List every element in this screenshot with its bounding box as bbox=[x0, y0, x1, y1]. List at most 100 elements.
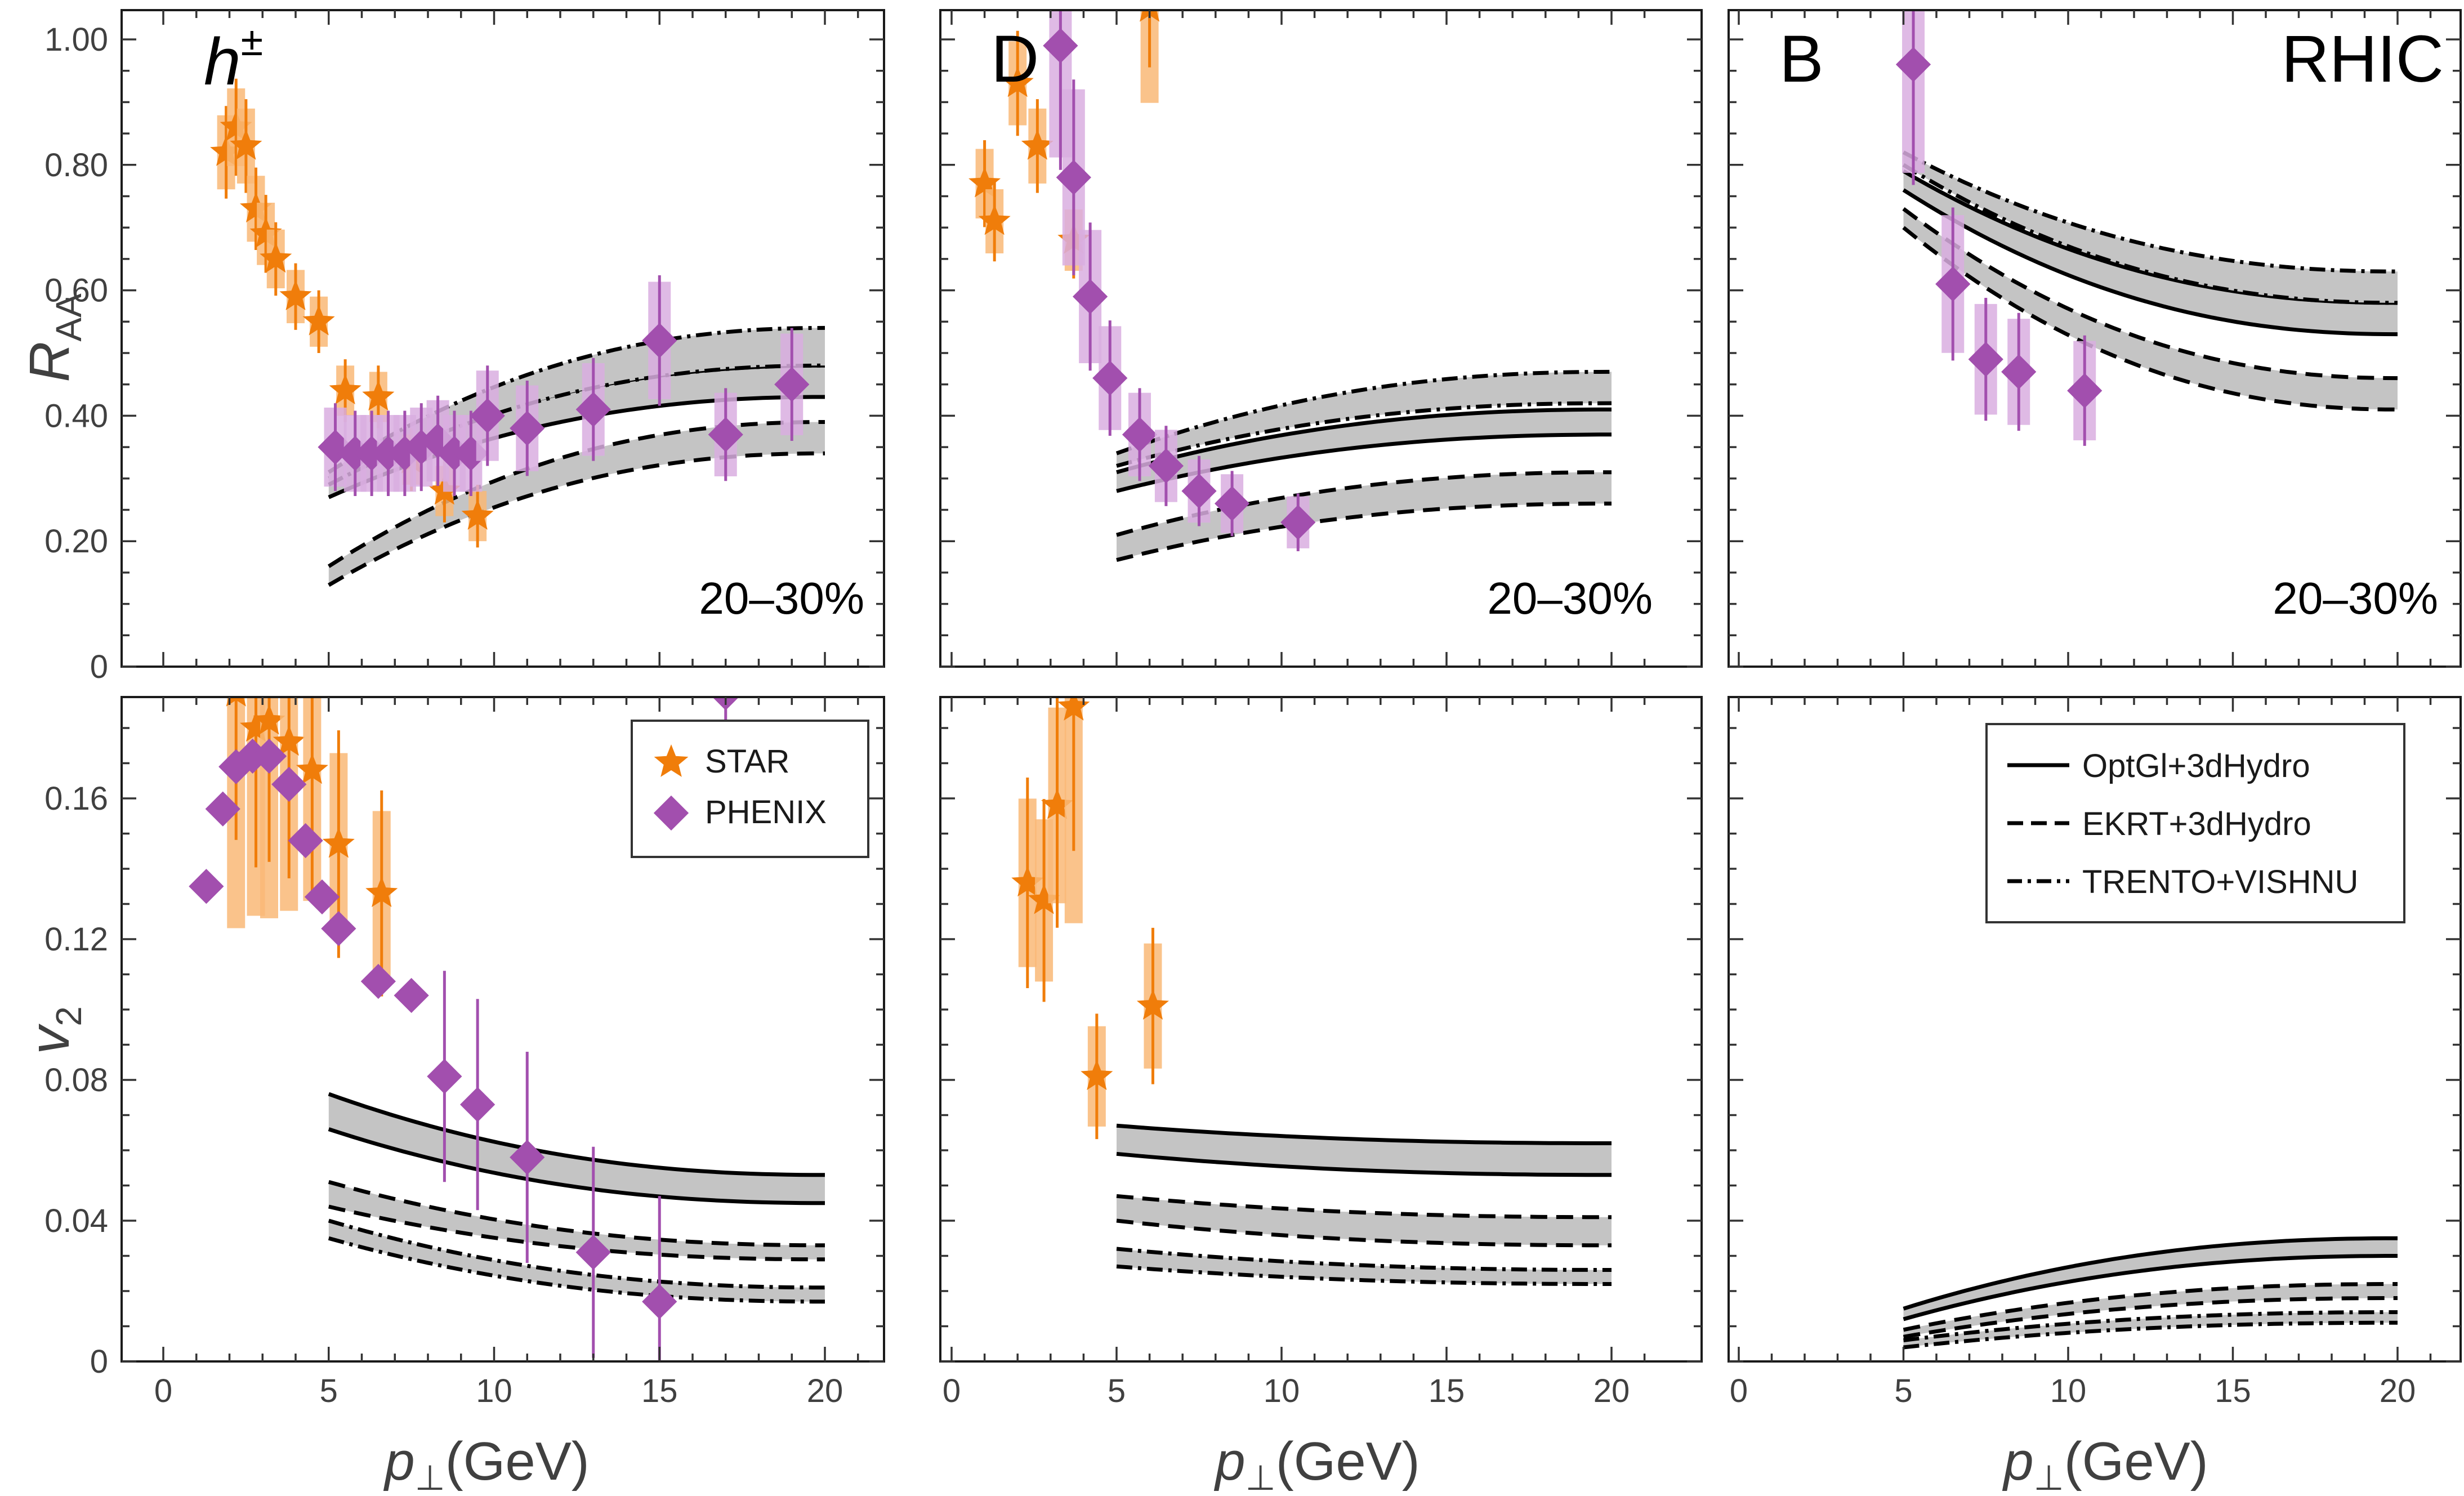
star-point bbox=[210, 135, 243, 166]
model-band-trento bbox=[328, 328, 825, 485]
x-tick-label: 15 bbox=[641, 1373, 678, 1409]
x-tick-label: 5 bbox=[320, 1373, 338, 1409]
model-curve-opt-lower bbox=[1903, 1254, 2398, 1321]
panel-frame-d-v2 bbox=[939, 696, 1703, 1363]
panel-frame-d-raa bbox=[939, 9, 1703, 668]
phenix-point bbox=[1122, 417, 1158, 452]
panel-frame-h-v2 bbox=[120, 696, 885, 1363]
y-axis-label-raa: RAA bbox=[18, 293, 89, 382]
x-tick-label: 10 bbox=[1264, 1373, 1300, 1409]
y-axis-label-v2: v2 bbox=[18, 1006, 89, 1055]
model-band-ekrt bbox=[328, 1182, 825, 1260]
model-curve-trento-upper bbox=[1115, 369, 1612, 456]
star-point bbox=[1021, 129, 1054, 160]
model-band-ekrt bbox=[1903, 1284, 2398, 1337]
model-band-opt bbox=[1117, 1126, 1612, 1175]
star-point bbox=[1011, 866, 1044, 897]
y-tick-label: 0.60 bbox=[44, 273, 108, 309]
model-curve-opt-lower bbox=[1902, 188, 2398, 337]
model-band-opt bbox=[328, 365, 825, 498]
model-curve-opt-upper bbox=[328, 1092, 825, 1177]
model-curve-ekrt-upper bbox=[328, 1180, 825, 1248]
y-tick-label: 0.40 bbox=[44, 398, 108, 434]
y-tick-label: 0.16 bbox=[44, 780, 108, 817]
model-curve-trento-lower bbox=[1116, 1264, 1612, 1286]
panel-h-raa bbox=[210, 78, 825, 587]
phenix-point bbox=[360, 963, 396, 999]
y-tick-label: 0.20 bbox=[44, 523, 108, 560]
y-tick-label: 0.08 bbox=[44, 1062, 108, 1098]
model-band-ekrt bbox=[1117, 472, 1612, 560]
star-point bbox=[1041, 788, 1074, 819]
x-tick-label: 10 bbox=[2050, 1373, 2087, 1409]
phenix-point bbox=[427, 1059, 462, 1094]
x-tick-label: 20 bbox=[1593, 1373, 1630, 1409]
star-point bbox=[302, 305, 335, 336]
phenix-point bbox=[575, 392, 611, 427]
phenix-point bbox=[1968, 342, 2003, 377]
panel-b-raa bbox=[1895, 10, 2398, 446]
model-band-trento bbox=[1903, 152, 2398, 303]
phenix-point bbox=[288, 823, 323, 859]
x-tick-label: 5 bbox=[1894, 1373, 1912, 1409]
model-band-ekrt bbox=[1117, 1196, 1612, 1245]
legend-phenix-label: PHENIX bbox=[705, 794, 827, 830]
model-curve-ekrt-lower bbox=[328, 1204, 825, 1262]
y-tick-label: 0.12 bbox=[44, 921, 108, 958]
ticks-d-v2 bbox=[940, 697, 1702, 1363]
y-tick-label: 0 bbox=[90, 649, 108, 685]
model-curve-ekrt-upper bbox=[327, 420, 825, 568]
x-tick-label: 10 bbox=[476, 1373, 512, 1409]
star-point bbox=[1081, 1059, 1113, 1090]
legend-data-box bbox=[631, 720, 869, 858]
star-point bbox=[226, 697, 246, 707]
legend-star-marker bbox=[654, 744, 689, 777]
model-curve-ekrt-upper bbox=[1903, 1282, 2398, 1332]
model-curve-opt-upper bbox=[1116, 1123, 1612, 1145]
panel-label-rhic: RHIC bbox=[2282, 22, 2444, 96]
star-point bbox=[978, 204, 1011, 235]
panel-label-h-sup: ± bbox=[241, 19, 264, 64]
x-axis-label-h: p⊥(GeV) bbox=[383, 1431, 589, 1496]
panel-h-v2 bbox=[189, 697, 825, 1361]
model-curve-ekrt-lower bbox=[1903, 1296, 2398, 1339]
phenix-point bbox=[394, 977, 429, 1013]
y-tick-label: 0.04 bbox=[44, 1203, 108, 1239]
x-tick-label: 20 bbox=[2380, 1373, 2416, 1409]
panel-b-v2 bbox=[1903, 1236, 2398, 1350]
legend-ekrt-label: EKRT+3dHydro bbox=[2082, 806, 2311, 842]
panel-d-v2 bbox=[1011, 697, 1612, 1286]
star-point bbox=[1028, 883, 1060, 914]
phenix-point bbox=[2001, 354, 2037, 390]
panel-frame-b-v2 bbox=[1728, 696, 2462, 1363]
model-curve-trento-lower bbox=[328, 1236, 825, 1304]
centrality-label-b: 20–30% bbox=[2273, 573, 2438, 623]
y-tick-label: 1.00 bbox=[44, 21, 108, 58]
x-tick-label: 5 bbox=[1108, 1373, 1126, 1409]
phenix-point bbox=[1073, 279, 1108, 314]
axis-ticks: 0 0.20 0.40 0.60 0.80 1.00 0 5 10 15 20 0 0.04 0.08 0.… bbox=[44, 10, 2461, 1409]
phenix-point bbox=[1148, 448, 1184, 484]
star-point bbox=[279, 279, 312, 310]
star-point bbox=[260, 242, 292, 273]
star-point bbox=[1001, 66, 1034, 97]
model-curve-trento-lower bbox=[1903, 1320, 2398, 1350]
ticks-d-raa bbox=[940, 10, 1702, 668]
model-band-opt bbox=[1117, 409, 1612, 492]
ticks-h-raa bbox=[122, 10, 884, 668]
model-curve-opt-lower bbox=[1116, 1151, 1612, 1177]
phenix-point bbox=[189, 869, 224, 904]
centrality-label-h: 20–30% bbox=[699, 573, 864, 623]
star-point bbox=[240, 711, 272, 742]
x-tick-label: 0 bbox=[154, 1373, 172, 1409]
phenix-point bbox=[1280, 504, 1316, 540]
panel-frame-b-raa bbox=[1728, 9, 2462, 668]
model-curve-trento-upper bbox=[1116, 1247, 1612, 1272]
y-tick-label: 0.80 bbox=[44, 147, 108, 184]
star-point bbox=[240, 191, 272, 223]
plot-area bbox=[189, 10, 2398, 1361]
x-tick-label: 15 bbox=[2215, 1373, 2251, 1409]
phenix-point bbox=[470, 398, 505, 434]
star-point bbox=[1136, 989, 1169, 1020]
model-curve-trento-upper bbox=[1903, 1310, 2398, 1342]
